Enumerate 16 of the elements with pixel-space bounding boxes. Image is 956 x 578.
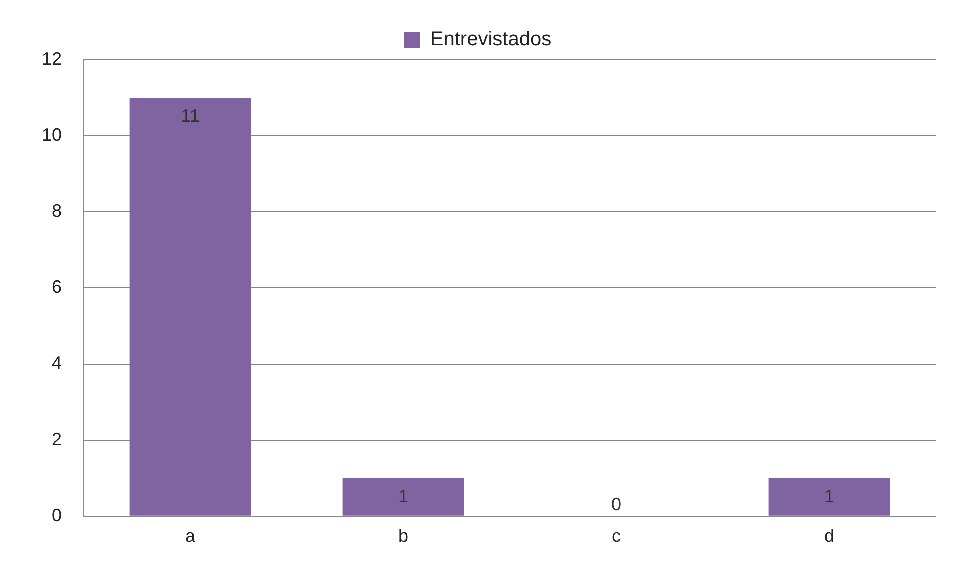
x-tick-label: b <box>398 526 409 546</box>
y-tick-label: 6 <box>52 277 62 298</box>
y-tick-label: 8 <box>52 201 62 222</box>
y-tick-label: 4 <box>52 353 62 374</box>
y-tick-label: 10 <box>42 125 62 146</box>
data-label: 0 <box>612 494 622 514</box>
data-label: 1 <box>824 486 835 506</box>
x-tick-label: d <box>824 526 835 546</box>
x-tick-label: c <box>612 526 622 546</box>
y-tick-label: 0 <box>52 505 62 526</box>
legend-label: Entrevistados <box>430 28 552 51</box>
data-label: 1 <box>398 486 409 506</box>
y-tick-label: 2 <box>52 429 62 450</box>
y-tick-label: 12 <box>42 48 62 69</box>
data-label: 11 <box>181 106 200 126</box>
x-tick-label: a <box>186 526 197 546</box>
